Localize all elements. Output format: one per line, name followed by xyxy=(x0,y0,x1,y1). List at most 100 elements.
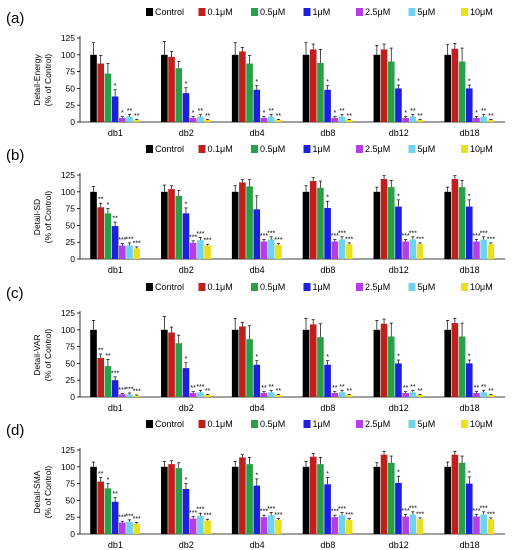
bar xyxy=(239,51,246,122)
category-label: db2 xyxy=(179,540,194,550)
bar xyxy=(444,466,451,534)
legend-label: 10μM xyxy=(470,144,493,154)
significance-label: * xyxy=(475,110,478,117)
y-tick-label: 50 xyxy=(66,220,76,230)
bar xyxy=(231,329,239,397)
bar xyxy=(331,517,339,534)
y-tick-label: 125 xyxy=(61,170,75,180)
bar xyxy=(267,116,275,122)
legend-swatch xyxy=(461,145,468,153)
category-label: db1 xyxy=(108,403,123,413)
bar xyxy=(487,244,495,259)
y-tick-label: 25 xyxy=(66,237,76,247)
bar xyxy=(324,207,331,259)
y-axis-label: Detail-Energy xyxy=(32,54,42,106)
significance-label: *** xyxy=(345,512,353,519)
bar xyxy=(246,63,253,122)
bar xyxy=(182,213,190,259)
bar xyxy=(317,62,324,122)
significance-label: * xyxy=(255,79,258,86)
significance-label: * xyxy=(326,354,329,361)
bar xyxy=(231,466,239,534)
bar xyxy=(345,244,353,259)
bar xyxy=(338,239,346,259)
bar xyxy=(90,466,97,534)
bar xyxy=(317,337,324,397)
bar xyxy=(373,191,381,259)
bar xyxy=(487,119,495,122)
bar xyxy=(197,392,204,397)
bar xyxy=(373,54,381,122)
bar xyxy=(275,519,282,534)
legend-swatch xyxy=(356,8,363,16)
significance-label: *** xyxy=(260,509,268,516)
bar xyxy=(182,488,190,534)
y-tick-label: 100 xyxy=(61,187,75,197)
y-tick-label: 25 xyxy=(66,375,76,385)
legend-swatch xyxy=(356,283,363,291)
significance-label: ** xyxy=(346,388,352,395)
significance-label: ** xyxy=(339,108,345,115)
bar xyxy=(345,519,353,534)
significance-label: *** xyxy=(416,511,424,518)
bar xyxy=(416,244,424,259)
significance-label: ** xyxy=(332,385,338,392)
significance-label: ** xyxy=(198,108,204,115)
y-tick-label: 75 xyxy=(66,342,76,352)
category-label: db12 xyxy=(389,403,409,413)
bar xyxy=(380,49,388,123)
bar xyxy=(111,96,119,122)
legend-label: 5μM xyxy=(418,419,436,429)
bar xyxy=(161,329,168,397)
significance-label: *** xyxy=(480,505,488,512)
bar xyxy=(260,117,268,122)
significance-label: * xyxy=(397,354,400,361)
significance-label: * xyxy=(107,202,110,209)
bar xyxy=(409,514,417,534)
significance-label: ** xyxy=(417,113,423,120)
significance-label: * xyxy=(397,470,400,477)
significance-label: ** xyxy=(205,388,211,395)
bar xyxy=(480,116,487,122)
bar xyxy=(204,119,211,122)
legend-swatch xyxy=(303,145,311,153)
bar xyxy=(317,187,324,259)
bar xyxy=(416,394,424,397)
significance-label: * xyxy=(326,195,329,202)
significance-label: *** xyxy=(203,513,211,520)
category-label: db12 xyxy=(389,540,409,550)
bar xyxy=(395,363,402,397)
bar xyxy=(387,187,395,259)
significance-label: *** xyxy=(345,236,353,243)
legend-swatch xyxy=(251,145,258,153)
bar xyxy=(331,117,339,122)
significance-label: * xyxy=(185,81,188,88)
legend-swatch xyxy=(461,283,468,291)
bar xyxy=(111,501,119,534)
significance-label: ** xyxy=(98,347,104,354)
category-label: db4 xyxy=(250,540,265,550)
bar xyxy=(387,61,395,122)
bar xyxy=(458,61,466,122)
bar xyxy=(451,179,459,259)
significance-label: ** xyxy=(268,108,274,115)
significance-label: ** xyxy=(127,108,133,115)
category-label: db12 xyxy=(389,265,409,275)
category-label: db18 xyxy=(460,403,480,413)
y-axis-label: (% of Control) xyxy=(43,466,53,519)
category-label: db18 xyxy=(460,128,480,138)
bar xyxy=(331,392,339,397)
significance-label: *** xyxy=(274,512,282,519)
bar xyxy=(90,329,97,397)
significance-label: ** xyxy=(134,113,140,120)
significance-label: * xyxy=(326,471,329,478)
legend-label: 10μM xyxy=(470,7,493,17)
significance-label: *** xyxy=(125,513,133,520)
bar xyxy=(275,119,282,122)
significance-label: *** xyxy=(331,233,339,240)
category-label: db1 xyxy=(108,540,123,550)
bar xyxy=(253,364,261,397)
bar xyxy=(204,394,211,397)
bar xyxy=(133,119,141,122)
legend-swatch xyxy=(198,420,206,428)
